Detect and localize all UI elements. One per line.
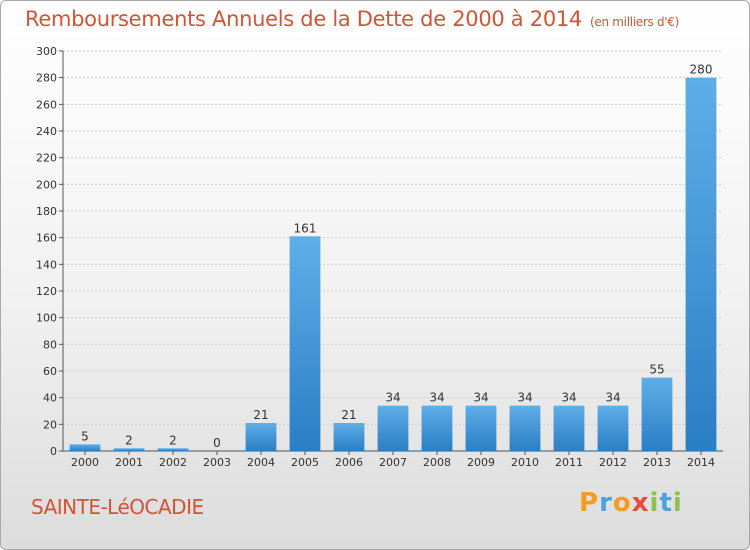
- bar-value-label: 21: [253, 408, 268, 422]
- y-tick-label: 300: [36, 45, 57, 58]
- x-tick-label: 2013: [643, 456, 671, 469]
- commune-name: SAINTE-LéOCADIE: [31, 495, 204, 519]
- x-tick-label: 2007: [379, 456, 407, 469]
- bar: [69, 444, 101, 451]
- x-tick-label: 2001: [115, 456, 143, 469]
- y-tick-label: 0: [50, 445, 57, 458]
- logo-letter: i: [672, 488, 683, 518]
- logo-letter: i: [649, 488, 660, 518]
- y-tick-label: 60: [43, 365, 57, 378]
- bar: [377, 405, 409, 451]
- bar-value-label: 34: [605, 391, 620, 405]
- bar: [289, 236, 321, 451]
- x-tick-label: 2005: [291, 456, 319, 469]
- x-tick-label: 2002: [159, 456, 187, 469]
- y-tick-label: 120: [36, 285, 57, 298]
- y-tick-label: 240: [36, 125, 57, 138]
- bar: [421, 405, 453, 451]
- logo-letter: P: [579, 488, 600, 518]
- logo-letter: t: [659, 488, 673, 518]
- bar-value-label: 2: [125, 433, 133, 447]
- bar: [465, 405, 497, 451]
- bar-value-label: 21: [341, 408, 356, 422]
- bar: [641, 377, 673, 451]
- logo-letter: r: [599, 488, 613, 518]
- bar-value-label: 280: [690, 63, 713, 77]
- y-tick-label: 160: [36, 232, 57, 245]
- bar: [509, 405, 541, 451]
- bar-value-label: 161: [294, 221, 317, 235]
- x-tick-label: 2011: [555, 456, 583, 469]
- bar: [597, 405, 629, 451]
- bar: [157, 448, 189, 451]
- bar-value-label: 2: [169, 433, 177, 447]
- x-tick-label: 2009: [467, 456, 495, 469]
- y-tick-label: 140: [36, 258, 57, 271]
- x-tick-label: 2000: [71, 456, 99, 469]
- bar-value-label: 34: [429, 391, 444, 405]
- bar-value-label: 34: [473, 391, 488, 405]
- chart-title-text: Remboursements Annuels de la Dette de 20…: [25, 7, 582, 31]
- logo-letter: o: [612, 488, 632, 518]
- y-tick-label: 100: [36, 312, 57, 325]
- y-tick-label: 200: [36, 178, 57, 191]
- x-tick-label: 2003: [203, 456, 231, 469]
- bar-value-label: 34: [561, 391, 576, 405]
- bar-value-label: 55: [649, 363, 664, 377]
- bar: [685, 77, 717, 452]
- bar-value-label: 5: [81, 429, 89, 443]
- chart-subtitle: (en milliers d'€): [590, 15, 680, 29]
- chart-title: Remboursements Annuels de la Dette de 20…: [25, 7, 679, 31]
- x-tick-label: 2014: [687, 456, 715, 469]
- y-tick-label: 260: [36, 98, 57, 111]
- x-tick-label: 2010: [511, 456, 539, 469]
- bar-value-label: 0: [213, 436, 221, 450]
- y-tick-label: 20: [43, 418, 57, 431]
- x-tick-label: 2012: [599, 456, 627, 469]
- y-tick-label: 40: [43, 392, 57, 405]
- bar-value-label: 34: [385, 391, 400, 405]
- bar: [553, 405, 585, 451]
- bar: [113, 448, 145, 451]
- y-tick-label: 220: [36, 152, 57, 165]
- y-tick-label: 280: [36, 72, 57, 85]
- y-tick-label: 180: [36, 205, 57, 218]
- x-tick-label: 2008: [423, 456, 451, 469]
- bar: [245, 423, 277, 451]
- proxiti-logo: Proxiti: [579, 488, 683, 518]
- y-tick-label: 80: [43, 338, 57, 351]
- x-tick-label: 2004: [247, 456, 275, 469]
- x-tick-label: 2006: [335, 456, 363, 469]
- bar-value-label: 34: [517, 391, 532, 405]
- logo-letter: x: [631, 488, 650, 518]
- bar: [333, 423, 365, 451]
